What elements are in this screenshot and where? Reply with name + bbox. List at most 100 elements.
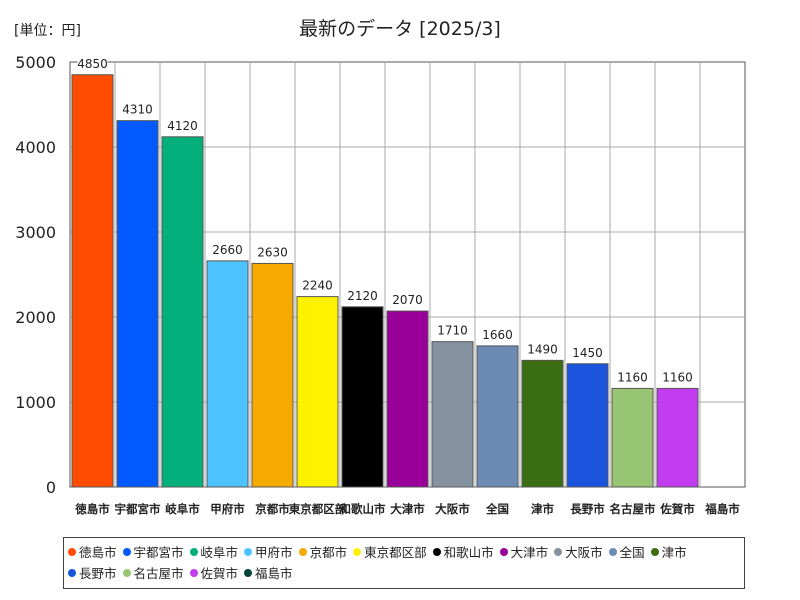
legend-item: 佐賀市 — [189, 562, 239, 583]
legend-swatch — [189, 568, 198, 577]
legend-swatch — [122, 547, 131, 556]
unit-label: [単位：円] — [14, 23, 81, 39]
x-tick-label: 津市 — [531, 502, 554, 516]
x-tick-label: 長野市 — [570, 502, 605, 516]
legend-label: 名古屋市 — [133, 566, 184, 581]
legend-item: 甲府市 — [244, 541, 293, 562]
value-label: 4120 — [167, 119, 198, 133]
value-label-bg — [257, 245, 288, 260]
legend-label: 京都市 — [309, 545, 348, 560]
value-label: 2660 — [212, 243, 243, 257]
x-tick-label: 京都市 — [255, 502, 290, 516]
x-tick-label: 岐阜市 — [165, 502, 200, 516]
chart-legend: 徳島市 宇都宮市 岐阜市 甲府市 京都市 東京都区部 和歌山市 大津市 大阪市 全国 津市長野市 名古… — [63, 537, 745, 589]
x-tick-label: 大阪市 — [435, 502, 470, 516]
legend-label: 津市 — [661, 545, 687, 560]
value-label-bg — [572, 345, 603, 360]
bar — [71, 74, 114, 488]
legend-label: 大津市 — [510, 545, 549, 560]
value-label-bg — [527, 342, 558, 357]
y-tick-label: 4000 — [15, 138, 56, 157]
legend-item: 津市 — [650, 541, 687, 562]
legend-swatch — [244, 568, 253, 577]
value-label-bg — [392, 293, 423, 308]
bar — [521, 359, 564, 488]
legend-label: 大阪市 — [565, 545, 603, 560]
bar — [296, 296, 339, 488]
legend-swatch — [189, 547, 198, 556]
legend-swatch — [608, 547, 617, 556]
y-tick-label: 1000 — [15, 393, 56, 412]
legend-label: 全国 — [619, 545, 645, 560]
legend-label: 福島市 — [255, 566, 293, 581]
legend-swatch — [353, 547, 362, 556]
x-tick-label: 宇都宮市 — [115, 502, 161, 516]
legend-label: 佐賀市 — [200, 566, 239, 581]
bar — [206, 260, 249, 488]
legend-label: 甲府市 — [255, 545, 293, 560]
legend-item: 和歌山市 — [432, 541, 494, 562]
value-label-bg — [77, 56, 108, 71]
value-label: 2630 — [257, 245, 288, 259]
legend-item: 東京都区部 — [353, 541, 427, 562]
bar — [386, 310, 429, 488]
x-tick-label: 福島市 — [704, 502, 740, 516]
x-tick-label: 徳島市 — [74, 502, 110, 516]
value-label-bg — [482, 327, 513, 342]
value-label-bg — [122, 102, 153, 117]
legend-label: 東京都区部 — [364, 545, 427, 560]
bar — [431, 341, 474, 488]
legend-label: 徳島市 — [79, 545, 117, 560]
chart-title: 最新のデータ [2025/3] — [299, 18, 501, 40]
x-tick-label: 大津市 — [390, 502, 425, 516]
value-label: 1160 — [662, 370, 693, 384]
y-tick-label: 0 — [46, 478, 56, 497]
y-tick-label: 5000 — [15, 53, 56, 72]
value-label: 4310 — [122, 103, 153, 117]
legend-item: 徳島市 — [68, 541, 117, 562]
bar — [566, 363, 609, 488]
legend-swatch — [68, 568, 76, 577]
legend-swatch — [432, 547, 441, 556]
legend-swatch — [68, 547, 76, 556]
x-tick-label: 全国 — [485, 502, 509, 516]
legend-item: 大阪市 — [554, 541, 603, 562]
bar — [476, 345, 519, 488]
legend-swatch — [122, 568, 131, 577]
legend-swatch — [499, 547, 508, 556]
legend-swatch — [650, 547, 659, 556]
value-label: 1160 — [617, 370, 648, 384]
x-tick-label: 名古屋市 — [610, 502, 656, 516]
legend-swatch — [298, 547, 307, 556]
bar — [161, 136, 204, 488]
value-label-bg — [662, 370, 693, 385]
x-tick-label: 和歌山市 — [340, 502, 386, 516]
x-tick-label: 佐賀市 — [659, 502, 695, 516]
y-tick-label: 2000 — [15, 308, 56, 327]
value-label: 2120 — [347, 289, 378, 303]
value-label: 1660 — [482, 328, 513, 342]
value-label: 1450 — [572, 346, 603, 360]
legend-label: 宇都宮市 — [133, 545, 184, 560]
value-label-bg — [437, 323, 468, 338]
legend-item: 大津市 — [499, 541, 549, 562]
legend-item: 長野市 — [68, 562, 117, 583]
legend-item: 全国 — [608, 541, 645, 562]
x-tick-label: 甲府市 — [210, 502, 245, 516]
value-label: 4850 — [77, 57, 108, 71]
value-label-bg — [212, 242, 243, 257]
legend-item: 福島市 — [244, 562, 293, 583]
bar — [251, 262, 294, 488]
value-label-bg — [167, 118, 198, 133]
legend-label: 岐阜市 — [200, 545, 239, 560]
legend-item: 宇都宮市 — [122, 541, 184, 562]
bar — [116, 120, 159, 488]
legend-item: 岐阜市 — [189, 541, 239, 562]
bar — [656, 387, 699, 488]
bar — [611, 387, 654, 488]
value-label: 2070 — [392, 293, 423, 307]
value-label: 1710 — [437, 324, 468, 338]
legend-swatch — [554, 547, 563, 556]
x-tick-label: 東京都区部 — [289, 502, 347, 516]
